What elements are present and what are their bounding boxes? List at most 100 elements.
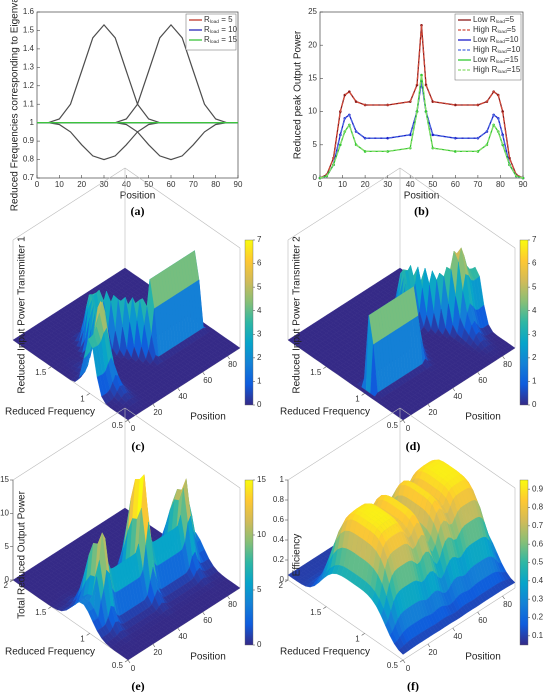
axis-box [124,167,241,249]
x-tick-label: 20 [428,408,437,417]
colorbar-tick-label: 0 [532,400,537,409]
x-tick-label: 10 [55,180,64,189]
x-tick-label: 80 [228,360,237,369]
legend-label: Rload = 15 [204,35,238,45]
legend-box [454,13,522,81]
legend-label-part: load [497,29,507,35]
y-tick-label: 1.5 [35,608,47,617]
y-axis-label: Reduced Frequency [280,407,370,418]
legend-label-part: =10 [507,45,521,54]
x-tick-label: 0 [406,664,411,673]
legend-label-part: load [496,19,506,25]
panel-label: (a) [131,204,145,218]
x-tick-label: 20 [77,180,86,189]
colorbar-tick-label: 0.2 [532,613,544,622]
legend-label-part: Low R [473,35,496,44]
x-tick [427,643,431,648]
series-line [319,81,524,179]
legend-label-part: = 15 [219,35,238,44]
y-tick-label: 0 [313,173,318,182]
y-tick-label: 0.5 [112,421,124,430]
y-tick [399,419,404,423]
y-tick-label: 1.5 [310,608,322,617]
x-tick-label: 40 [178,392,187,401]
colorbar-tick-label: 4 [532,306,537,315]
z-axis-label: Reduced Input Power Transmitter 2 [292,236,303,394]
y-tick-label: 1.4 [23,44,35,53]
z-tick-label: 0 [280,575,285,584]
y-tick [323,606,327,609]
series-line [319,25,524,179]
x-tick-label: 60 [478,616,487,625]
y-tick [48,366,52,369]
colorbar-tick-label: 5 [257,585,262,594]
legend-label-part: load [496,39,506,45]
x-tick [177,627,181,632]
y-tick-label: 25 [308,7,317,16]
legend-label-part: load [210,39,220,45]
panel-label: (f) [407,679,419,692]
y-tick-label: 15 [308,74,317,83]
x-tick [477,611,480,616]
x-tick [152,643,156,648]
legend-label-part: R [204,15,210,24]
y-tick-label: 2 [4,581,9,590]
legend-label-part: load [497,69,507,75]
colorbar-tick-label: 15 [257,475,266,484]
legend-label: Low Rload=5 [473,15,515,25]
axis-box [287,407,401,481]
x-tick-label: 20 [428,648,437,657]
x-axis-label: Position [190,652,226,663]
panel-label: (c) [131,439,144,453]
colorbar-tick-label: 7 [257,235,262,244]
y-axis-label: Reduced Frequency [280,647,370,658]
z-tick-label: 0 [5,575,10,584]
y-tick-label: 1.2 [23,81,35,90]
y-tick-label: 1 [80,634,85,643]
z-axis-label: Reduced Input Power Transmitter 1 [17,236,28,394]
x-axis-label: Position [190,412,226,423]
legend-label-part: =5 [505,15,515,24]
x-tick-label: 0 [406,424,411,433]
axis-box [12,167,126,241]
y-axis-label: Reduced Frequencies corresponding to Eig… [10,0,21,211]
legend-label-part: =5 [507,25,517,34]
x-tick-label: 20 [153,408,162,417]
x-tick [452,627,456,632]
series-marker [431,133,435,137]
z-tick-label: 0.4 [273,535,285,544]
x-tick-label: 40 [406,180,415,189]
x-tick [502,355,505,360]
y-tick-label: 1 [355,634,360,643]
y-tick-label: 0.5 [112,661,124,670]
y-tick [361,633,365,636]
x-tick-label: 60 [478,376,487,385]
colorbar-tick-label: 0.7 [532,521,544,530]
x-tick-label: 40 [453,392,462,401]
y-tick [124,419,129,423]
x-tick-label: 30 [383,180,392,189]
axis-box [12,407,126,481]
y-tick-label: 0.5 [387,421,399,430]
colorbar [244,479,254,646]
y-tick-label: 1.3 [23,62,35,71]
x-tick [402,419,406,424]
y-tick-label: 10 [308,107,317,116]
colorbar-tick-label: 5 [532,282,537,291]
legend-label-part: High R [473,65,498,74]
z-tick-label: 0.2 [273,555,285,564]
y-tick [86,633,90,636]
legend-label: High Rload=10 [473,45,521,55]
axis-box [402,587,516,661]
x-tick [477,371,480,376]
y-tick-label: 5 [313,140,318,149]
x-tick-label: 70 [189,180,198,189]
x-tick [177,387,181,392]
colorbar-tick-label: 0.4 [532,576,544,585]
axis-box [124,407,241,489]
y-tick-label: 1.5 [23,26,35,35]
x-tick-label: 0 [318,180,323,189]
y-axis-label: Reduced peak Output Power [293,30,304,159]
colorbar-tick-label: 3 [532,329,537,338]
series-marker [420,73,423,77]
